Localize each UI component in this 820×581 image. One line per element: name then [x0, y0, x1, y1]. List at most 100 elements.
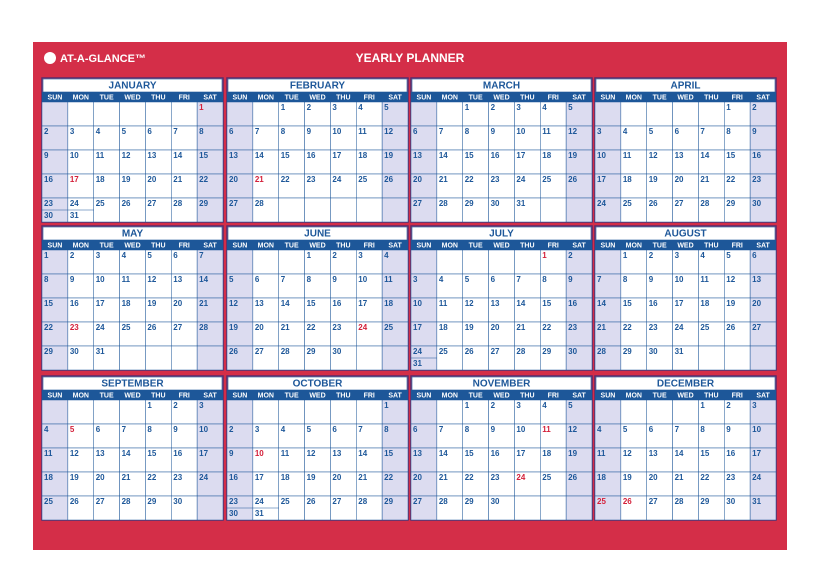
day-number: 21: [281, 323, 290, 332]
day-cell: [330, 495, 357, 521]
weekday: WED: [124, 242, 140, 249]
weekday: THU: [520, 242, 534, 249]
day-number: 26: [465, 347, 474, 356]
day-cell: [381, 345, 409, 371]
weekday: SAT: [388, 242, 402, 249]
day-cell: [119, 273, 146, 299]
weekday: FRI: [179, 94, 190, 101]
weekday: THU: [704, 94, 718, 101]
day-number: 28: [675, 497, 684, 506]
day-number: 18: [96, 175, 105, 184]
day-cell: [304, 197, 331, 223]
day-number: 16: [70, 299, 79, 308]
day-cell: [119, 249, 146, 275]
day-number: 4: [597, 425, 602, 434]
day-cell: [672, 447, 699, 473]
day-cell: [462, 125, 489, 151]
day-cell: [594, 149, 622, 175]
day-cell: [356, 423, 383, 449]
day-number: 22: [281, 175, 290, 184]
day-cell: [171, 345, 198, 371]
day-number: 6: [173, 251, 178, 260]
day-cell: [462, 423, 489, 449]
day-number: 11: [597, 449, 606, 458]
weekday: SUN: [48, 94, 63, 101]
day-number: 24: [70, 199, 79, 208]
day-cell: [330, 149, 357, 175]
day-cell: [565, 197, 593, 223]
day-cell: [356, 345, 383, 371]
month-name: AUGUST: [664, 229, 706, 240]
day-number: 29: [726, 199, 735, 208]
day-number: 25: [358, 175, 367, 184]
day-cell: [410, 249, 438, 275]
day-number: 23: [752, 175, 761, 184]
day-number: 22: [384, 473, 393, 482]
day-number: 14: [439, 151, 448, 160]
day-cell: [252, 399, 279, 425]
day-cell: [41, 149, 69, 175]
day-cell: [145, 101, 172, 127]
day-cell: [119, 125, 146, 151]
day-number: 9: [726, 425, 731, 434]
day-number: 2: [173, 401, 178, 410]
day-number: 14: [597, 299, 606, 308]
day-cell: [488, 321, 515, 347]
day-cell: [672, 471, 699, 497]
day-cell: [226, 101, 254, 127]
day-number: 14: [516, 299, 525, 308]
weekday: WED: [677, 242, 693, 249]
day-cell: [620, 125, 647, 151]
day-number: 23: [491, 175, 500, 184]
day-cell: [540, 249, 567, 275]
day-cell: [67, 495, 94, 521]
day-cell: [171, 249, 198, 275]
day-cell: [436, 495, 463, 521]
day-number: 26: [568, 175, 577, 184]
weekday-bar: [595, 240, 776, 250]
day-cell: [93, 471, 120, 497]
weekday: MON: [626, 94, 642, 101]
day-number: 8: [465, 425, 470, 434]
day-number: 23: [70, 323, 79, 332]
day-cell: [252, 345, 279, 371]
weekday-bar: [411, 92, 592, 102]
day-cell: [724, 423, 751, 449]
day-number: 20: [675, 175, 684, 184]
day-number: 7: [255, 127, 260, 136]
weekday: SUN: [48, 392, 63, 399]
day-number: 15: [623, 299, 632, 308]
day-cell: [119, 173, 146, 199]
day-number: 22: [44, 323, 53, 332]
day-number: 14: [122, 449, 131, 458]
day-cell: [278, 197, 305, 223]
day-number: 2: [649, 251, 654, 260]
day-number: 2: [568, 251, 573, 260]
day-number: 12: [122, 151, 131, 160]
logo: AT-A-GLANCE™: [60, 53, 146, 65]
day-cell: [514, 345, 541, 371]
day-number: 24: [516, 175, 525, 184]
day-cell: [93, 249, 120, 275]
day-number: 13: [96, 449, 105, 458]
day-number: 13: [413, 151, 422, 160]
day-cell: [724, 249, 751, 275]
month-name: MARCH: [483, 81, 520, 92]
day-number: 16: [726, 449, 735, 458]
day-number: 20: [491, 323, 500, 332]
day-number: 5: [568, 103, 573, 112]
day-number: 23: [491, 473, 500, 482]
weekday: TUE: [469, 242, 483, 249]
day-cell: [749, 297, 777, 323]
weekday: THU: [336, 242, 350, 249]
day-cell: [226, 149, 254, 175]
weekday: MON: [258, 94, 274, 101]
weekday: THU: [520, 94, 534, 101]
day-number: 13: [413, 449, 422, 458]
day-number: 1: [384, 401, 389, 410]
day-number: 18: [597, 473, 606, 482]
day-number: 11: [44, 449, 53, 458]
day-number: 2: [726, 401, 731, 410]
day-cell: [565, 173, 593, 199]
day-number: 23: [332, 323, 341, 332]
